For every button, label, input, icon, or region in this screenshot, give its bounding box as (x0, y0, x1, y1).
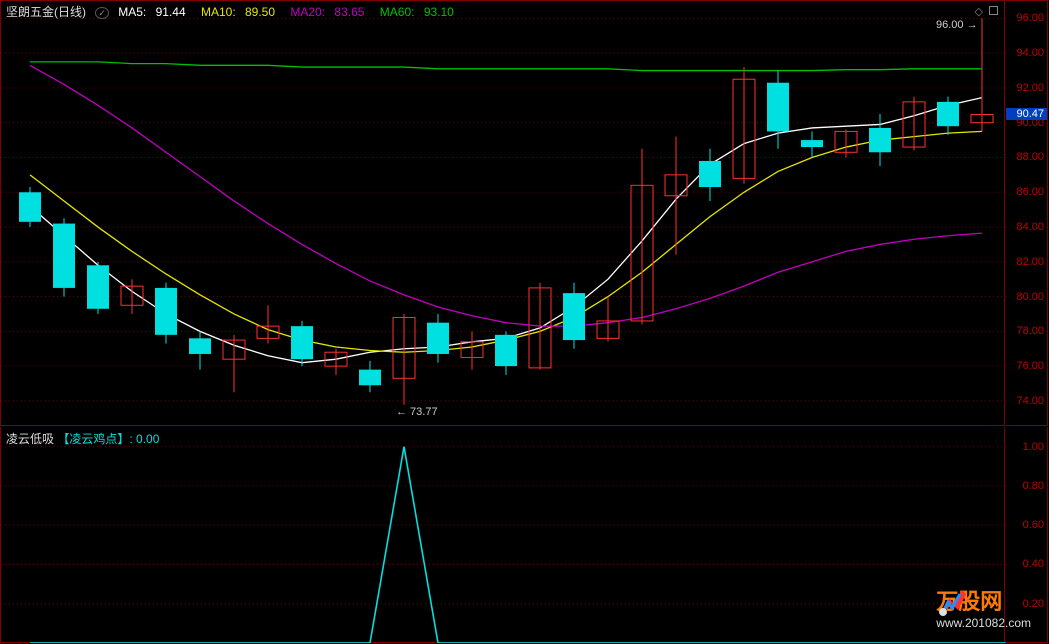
ma60-label: MA60: 93.10 (380, 5, 460, 19)
diamond-icon[interactable]: ◇ (974, 6, 982, 18)
main-chart-panel[interactable]: ◇ 96.00 → ← 73.77 (0, 0, 1005, 426)
ma5-label: MA5: 91.44 (118, 5, 191, 19)
candlestick-chart (1, 1, 1006, 427)
watermark-url: www.201082.com (936, 616, 1031, 630)
low-annotation: ← 73.77 (396, 406, 438, 418)
indicator-title[interactable]: 凌云低吸 (6, 432, 54, 446)
y-axis-main: 74.0076.0078.0080.0082.0084.0086.0088.00… (1006, 0, 1048, 426)
indicator-value-label: 【凌云鸡点】: (57, 432, 132, 446)
high-annotation: 96.00 → (936, 19, 978, 31)
indicator-header: 凌云低吸 【凌云鸡点】: 0.00 (6, 430, 159, 447)
ma10-label: MA10: 89.50 (201, 5, 281, 19)
indicator-panel[interactable] (0, 427, 1005, 643)
ma20-label: MA20: 83.65 (290, 5, 370, 19)
panel-icons[interactable]: ◇ (974, 5, 998, 18)
stock-name: 坚朗五金(日线) (6, 5, 86, 19)
watermark: 万股网 www.201082.com (936, 584, 1031, 630)
watermark-logo-icon (936, 584, 970, 618)
chart-header: 坚朗五金(日线) ✓ MA5: 91.44 MA10: 89.50 MA20: … (6, 3, 466, 20)
check-icon: ✓ (95, 7, 109, 19)
indicator-value: 0.00 (133, 432, 160, 446)
indicator-chart (1, 427, 1006, 643)
box-icon[interactable] (989, 6, 998, 15)
current-price-tag: 90.47 (1006, 108, 1047, 120)
